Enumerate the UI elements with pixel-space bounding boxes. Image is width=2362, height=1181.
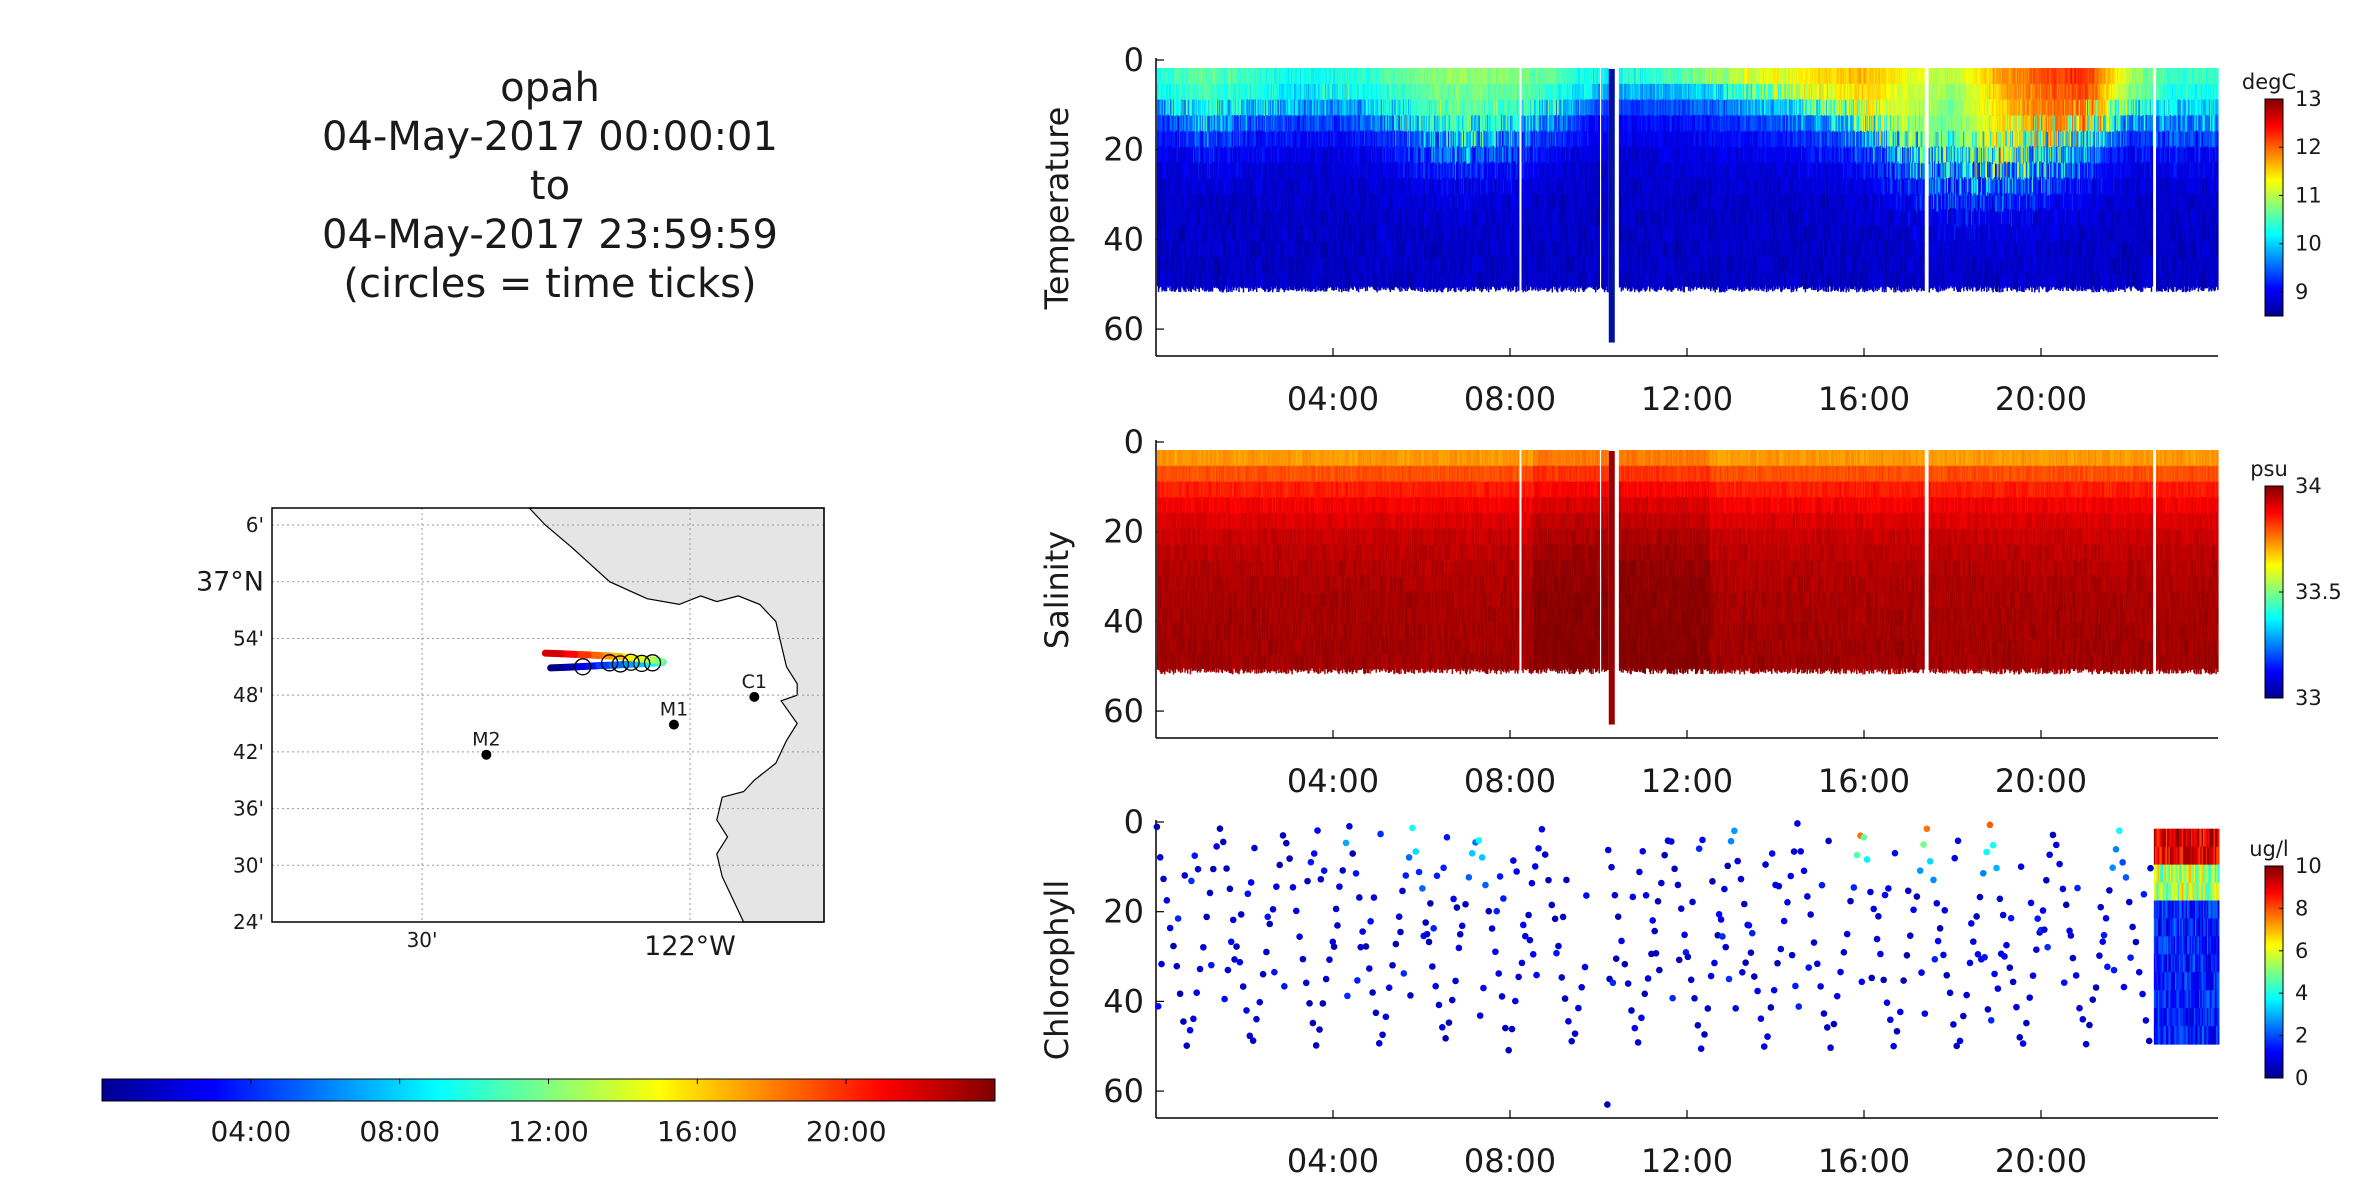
track-map: 24' 30' 36' 42' 48' 54' 37°N 6' 30' 122°W M2 M1 C1 (196, 508, 824, 962)
station-marker (481, 750, 491, 760)
map-lon-tick-label: 122°W (644, 931, 736, 962)
x-tick-label: 04:00 (1287, 380, 1379, 418)
station-label: M2 (472, 729, 500, 751)
time-colorbar-tick-label: 04:00 (210, 1115, 291, 1148)
y-tick-label: 0 (1124, 41, 1144, 79)
map-lat-tick-label: 48' (233, 683, 264, 707)
time-colorbar-tick-label: 08:00 (359, 1115, 440, 1148)
temperature-panel: 0 20 40 60 04:00 08:00 12:00 16:00 20:00 Temperat… (1038, 41, 2322, 418)
map-lat-tick-label: 42' (233, 740, 264, 764)
y-tick-label: 60 (1103, 310, 1144, 348)
map-lat-tick-label: 37°N (196, 567, 264, 598)
station-label: M1 (660, 699, 688, 721)
y-tick-label: 40 (1103, 220, 1144, 258)
time-colorbar-tick-label: 16:00 (657, 1115, 738, 1148)
x-tick-label: 16:00 (1818, 380, 1910, 418)
track-segment (545, 653, 561, 654)
map-lon-tick-label: 30' (407, 928, 438, 952)
map-lat-tick-label: 54' (233, 626, 264, 650)
map-lat-tick-label: 36' (233, 797, 264, 821)
station-marker (669, 720, 679, 730)
time-colorbar-tick-label: 20:00 (806, 1115, 887, 1148)
x-tick-label: 20:00 (1995, 380, 2087, 418)
map-lat-tick-label: 6' (246, 513, 264, 537)
x-tick-label: 12:00 (1641, 380, 1733, 418)
x-tick-label: 08:00 (1464, 380, 1556, 418)
map-lat-tick-label: 24' (233, 910, 264, 934)
station-marker (749, 692, 759, 702)
station-label: C1 (742, 671, 767, 693)
map-lat-tick-label: 30' (233, 853, 264, 877)
time-colorbar: 04:00 08:00 12:00 16:00 20:00 (102, 1079, 995, 1148)
y-axis-label: Temperature (1038, 107, 1076, 311)
time-colorbar-tick-label: 12:00 (508, 1115, 589, 1148)
y-tick-label: 20 (1103, 131, 1144, 169)
